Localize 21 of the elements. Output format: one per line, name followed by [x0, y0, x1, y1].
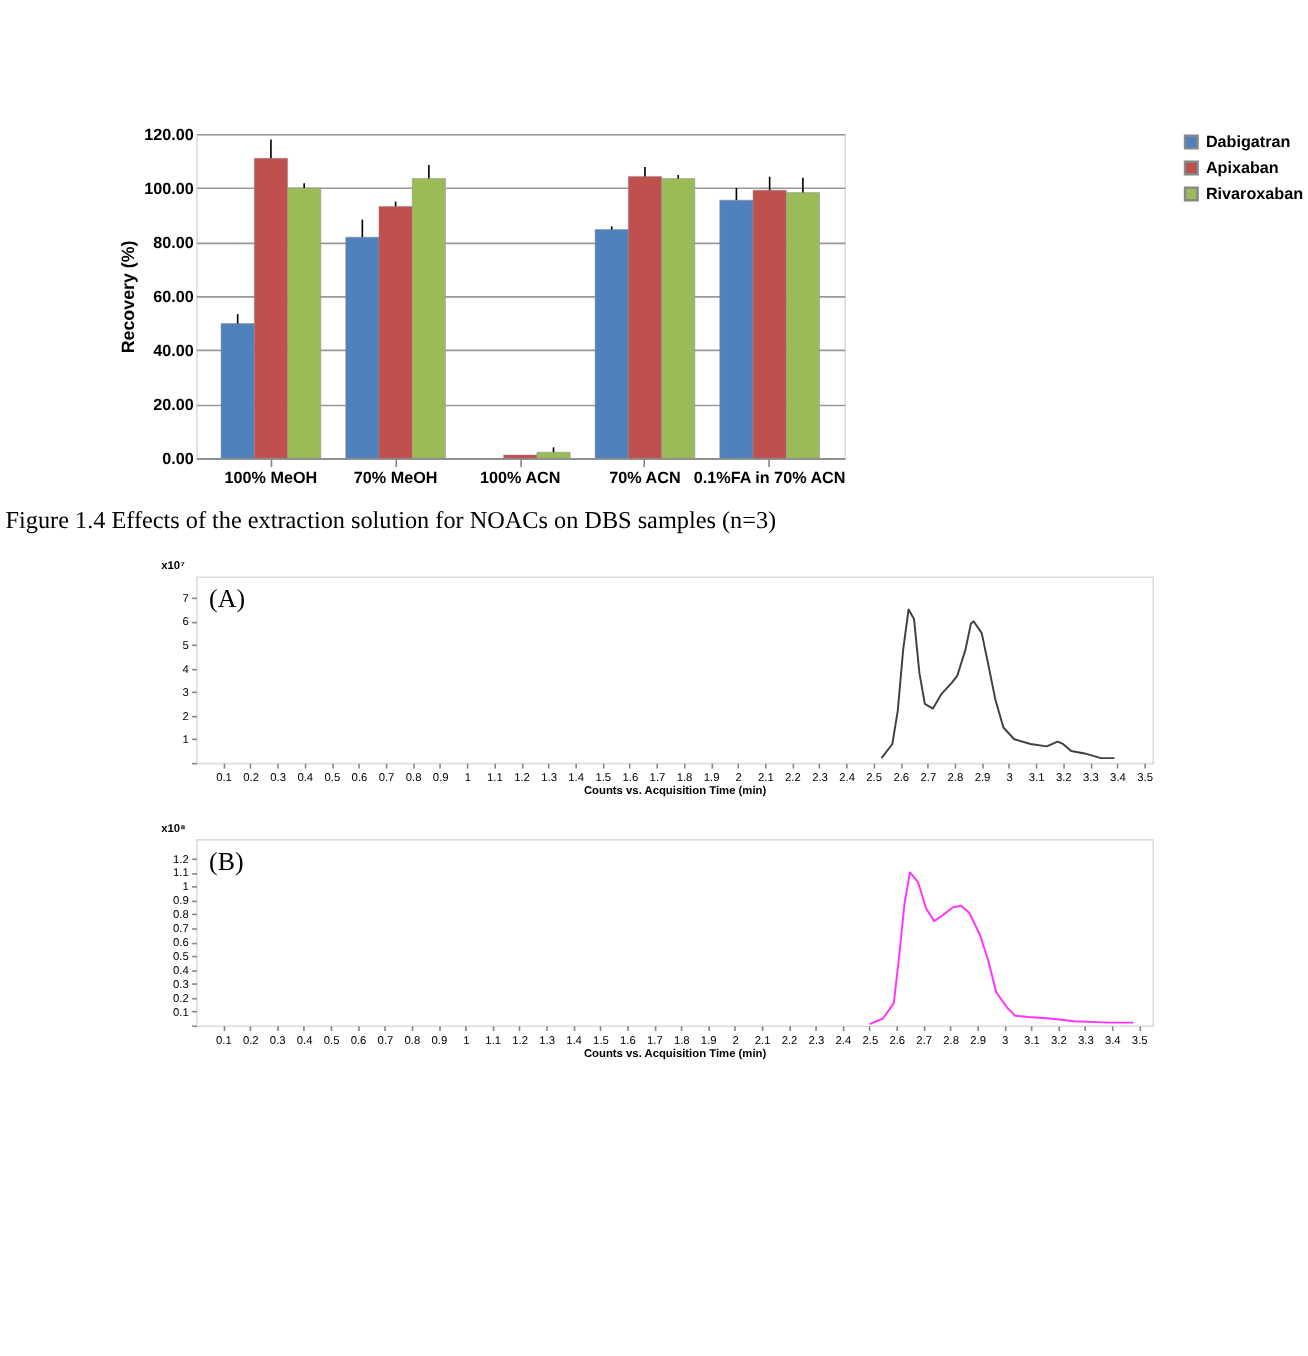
legend-label: Dabigatran [1205, 132, 1291, 151]
line-series [868, 871, 1135, 1026]
y-tick-label: 120.00 [144, 125, 195, 144]
x-tick-label: 70% MeOH [353, 469, 438, 488]
line-series [880, 608, 1116, 760]
y-tick-label: 40.00 [153, 341, 195, 360]
x-tick-label: 0.1%FA in 70% ACN [693, 469, 846, 488]
x-tick-label: 70% ACN [609, 469, 681, 488]
y-tick-label: 80.00 [153, 233, 195, 252]
y-tick-label: 100.00 [144, 179, 195, 198]
x-tick-label: 100% MeOH [224, 469, 318, 488]
annotation: (B) [209, 845, 244, 876]
legend-label: Apixaban [1205, 158, 1279, 177]
caption: Figure 1.4 Effects of the extraction solution for NOACs on DBS samples (n=3) [5, 505, 777, 534]
legend-label: Rivaroxaban [1205, 184, 1304, 203]
y-tick-label: 20.00 [153, 395, 195, 414]
y-axis-title: Recovery (%) [118, 240, 139, 354]
y-tick-label: 0.00 [162, 449, 195, 468]
annotation: (A) [209, 583, 246, 614]
x-tick-label: 100% ACN [480, 469, 561, 488]
y-tick-label: 60.00 [153, 287, 195, 306]
